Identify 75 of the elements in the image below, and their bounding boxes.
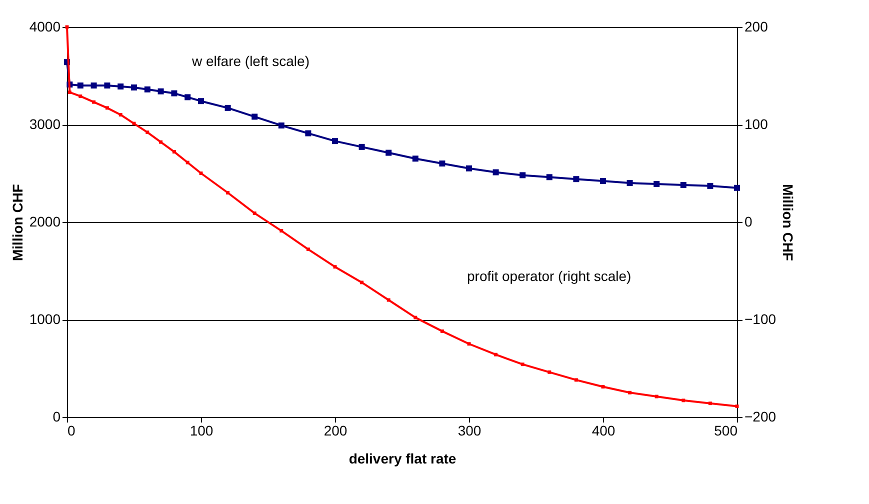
point <box>92 100 96 104</box>
x-tick-label: 0 <box>68 422 76 438</box>
y2-tick-label: −200 <box>744 408 776 424</box>
point <box>78 94 82 98</box>
point <box>654 180 660 187</box>
point <box>131 84 137 90</box>
point <box>358 144 365 150</box>
y2-tick-label: 200 <box>744 18 768 34</box>
point <box>520 172 526 178</box>
point <box>146 130 150 134</box>
point <box>439 160 446 166</box>
point <box>184 94 191 100</box>
point <box>278 122 284 128</box>
point <box>707 182 714 189</box>
point <box>171 90 178 96</box>
point <box>172 150 176 154</box>
point <box>252 211 256 215</box>
point <box>252 114 258 120</box>
x-tick-label: 100 <box>190 422 214 438</box>
point <box>305 130 312 136</box>
point <box>280 229 284 233</box>
point <box>628 390 632 394</box>
x-tick-label: 400 <box>592 422 616 438</box>
annotation: profit operator (right scale) <box>467 268 632 284</box>
y2-tick-label: 100 <box>744 116 768 132</box>
annotation: w elfare (left scale) <box>191 53 310 69</box>
y2-tick-label: 0 <box>744 214 752 230</box>
point <box>520 362 524 366</box>
point <box>574 378 578 382</box>
y-tick-label: 2000 <box>29 214 61 230</box>
point <box>226 191 230 194</box>
x-tick-label: 500 <box>714 422 738 438</box>
point <box>224 104 231 111</box>
point <box>159 140 163 144</box>
point <box>158 88 164 94</box>
point <box>440 329 444 333</box>
point <box>104 82 110 88</box>
point <box>414 316 418 320</box>
point <box>198 98 204 104</box>
point <box>680 182 686 188</box>
x-tick-label: 200 <box>324 422 348 438</box>
point <box>118 113 122 116</box>
point <box>734 184 740 191</box>
x-axis-title: delivery flat rate <box>348 450 456 466</box>
point <box>412 156 418 162</box>
point <box>654 394 658 398</box>
y2-tick-label: −100 <box>744 311 776 327</box>
y-tick-label: 4000 <box>29 18 61 34</box>
y2-axis-title: Million CHF <box>780 184 796 262</box>
point <box>144 86 150 92</box>
point <box>600 178 606 184</box>
point <box>186 160 190 164</box>
point <box>90 82 97 88</box>
point <box>626 180 633 186</box>
point <box>77 82 84 88</box>
point <box>548 370 552 374</box>
y-tick-label: 0 <box>52 408 61 424</box>
y-axis-title: Million CHF <box>9 184 26 261</box>
point <box>682 398 686 402</box>
x-tick-label: 300 <box>458 422 482 438</box>
point <box>118 83 124 90</box>
point <box>306 248 310 252</box>
point <box>546 174 552 180</box>
point <box>573 176 580 182</box>
point <box>332 138 338 144</box>
point <box>494 352 498 356</box>
point <box>360 280 364 284</box>
point <box>466 165 472 172</box>
point <box>105 106 109 110</box>
point <box>386 150 392 156</box>
point <box>708 402 712 406</box>
point <box>492 169 499 176</box>
point <box>68 90 72 94</box>
y-tick-label: 1000 <box>29 311 61 327</box>
y-tick-label: 3000 <box>29 116 61 132</box>
